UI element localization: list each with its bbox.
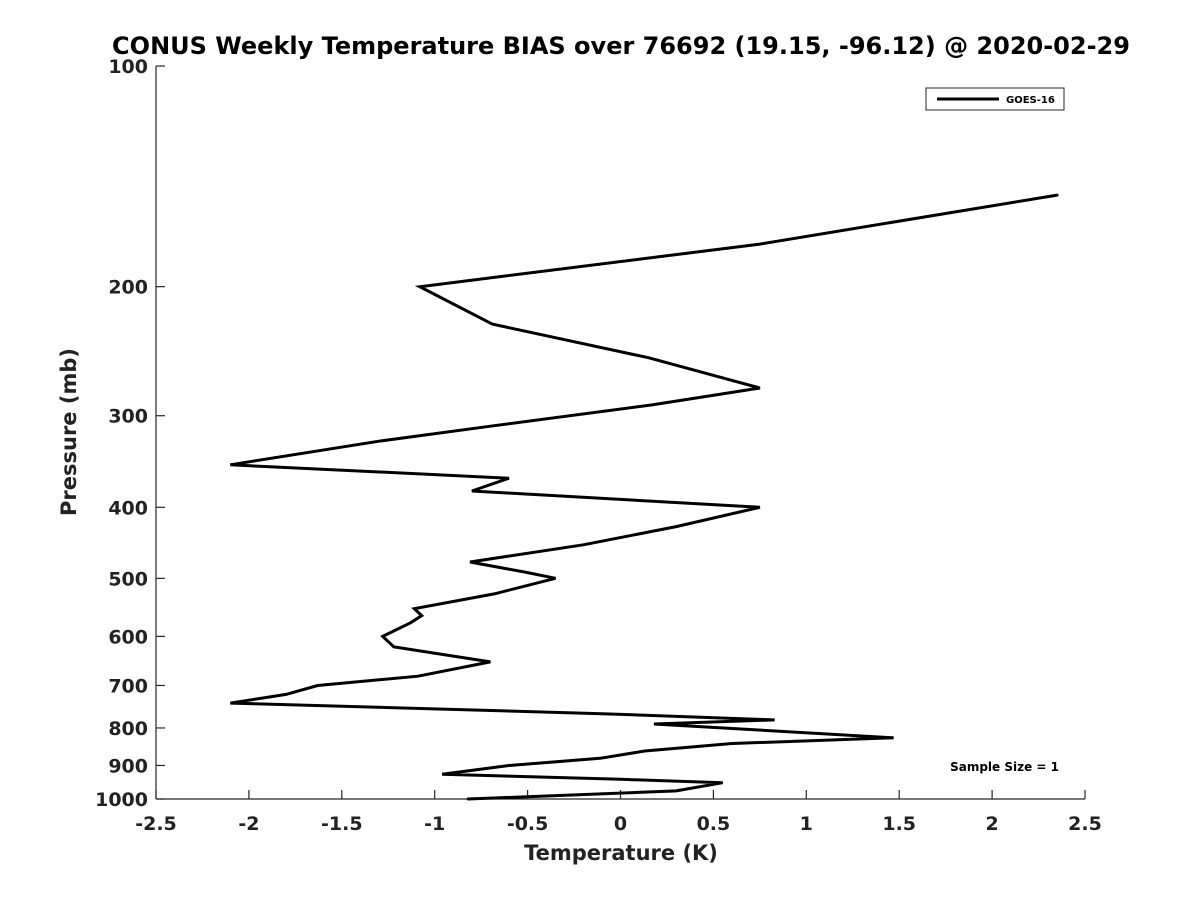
plot-area: -2.5 -2 -1.5 -1 -0.5 0 0.5 1 1.5 2 2.5 100 200 300 40… — [95, 56, 1102, 835]
series-layer — [230, 193, 1059, 801]
legend-label: GOES-16 — [1006, 95, 1055, 106]
y-tick-label: 1000 — [95, 789, 148, 811]
x-tick-label: 1 — [800, 813, 813, 835]
y-tick-label: 200 — [108, 277, 148, 299]
x-tick-label: 2.5 — [1068, 813, 1102, 835]
series-line-goes16 — [230, 193, 1059, 801]
y-tick-label: 900 — [108, 755, 148, 777]
x-tick-label: 2 — [985, 813, 998, 835]
y-axis-label: Pressure (mb) — [57, 348, 81, 516]
x-tick-label: -2.5 — [135, 813, 177, 835]
x-tick-label: -1 — [424, 813, 445, 835]
y-tick-label: 300 — [108, 406, 148, 428]
y-tick-label: 500 — [108, 568, 148, 590]
y-tick-label: 600 — [108, 626, 148, 648]
y-tick-label: 800 — [108, 718, 148, 740]
y-ticks: 100 200 300 400 500 600 700 800 900 1000 — [95, 56, 165, 811]
chart-title: CONUS Weekly Temperature BIAS over 76692… — [112, 32, 1130, 60]
x-tick-label: -2 — [238, 813, 259, 835]
x-tick-label: 0.5 — [697, 813, 731, 835]
y-tick-label: 700 — [108, 675, 148, 697]
x-tick-label: 1.5 — [882, 813, 916, 835]
axes-box — [156, 66, 1085, 799]
x-ticks: -2.5 -2 -1.5 -1 -0.5 0 0.5 1 1.5 2 2.5 — [135, 790, 1102, 835]
y-tick-label: 100 — [108, 56, 148, 78]
x-axis-label: Temperature (K) — [524, 841, 718, 865]
y-tick-label: 400 — [108, 497, 148, 519]
legend: GOES-16 — [925, 87, 1065, 111]
x-tick-label: 0 — [614, 813, 627, 835]
x-tick-label: -0.5 — [507, 813, 549, 835]
sample-size-annotation: Sample Size = 1 — [950, 760, 1059, 774]
x-tick-label: -1.5 — [321, 813, 363, 835]
